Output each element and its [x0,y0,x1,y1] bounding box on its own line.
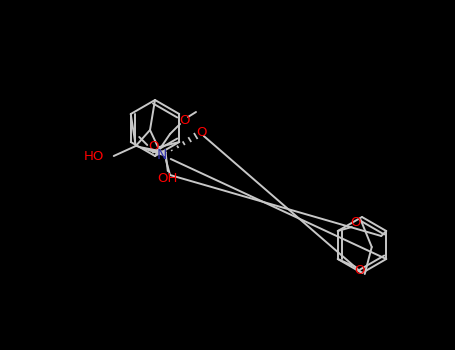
Text: O: O [197,126,207,140]
Text: O: O [179,113,189,126]
Text: HO: HO [83,149,104,162]
Text: O: O [354,265,365,278]
Text: O: O [350,217,361,230]
Polygon shape [136,146,166,156]
Text: N: N [157,148,167,162]
Text: O: O [148,140,158,154]
Text: OH: OH [157,172,178,184]
